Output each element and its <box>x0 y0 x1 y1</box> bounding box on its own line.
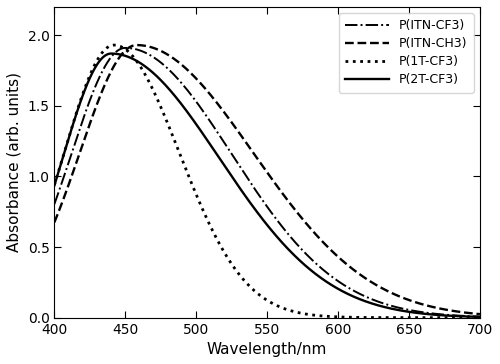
Line: P(2T-CF3): P(2T-CF3) <box>54 54 480 317</box>
P(2T-CF3) <box>73 112 79 117</box>
Line: P(ITN-CH3): P(ITN-CH3) <box>54 45 480 314</box>
P(ITN-CH3) <box>258 162 264 167</box>
P(2T-CF3) <box>258 215 264 220</box>
P(2T-CF3) <box>464 314 470 319</box>
P(2T-CF3) <box>465 314 471 319</box>
Legend: P(ITN-CF3), P(ITN-CH3), P(1T-CF3), P(2T-CF3): P(ITN-CF3), P(ITN-CH3), P(1T-CF3), P(2T-… <box>339 13 473 93</box>
Line: P(1T-CF3): P(1T-CF3) <box>54 45 480 318</box>
P(2T-CF3) <box>477 315 483 319</box>
P(1T-CF3) <box>386 316 392 320</box>
P(ITN-CF3) <box>386 303 392 308</box>
P(1T-CF3) <box>477 316 483 320</box>
P(2T-CF3) <box>52 183 58 187</box>
P(2T-CF3) <box>247 201 253 205</box>
P(1T-CF3) <box>258 294 264 299</box>
X-axis label: Wavelength/nm: Wavelength/nm <box>207 342 328 357</box>
P(ITN-CF3) <box>464 314 470 318</box>
P(1T-CF3) <box>247 285 253 289</box>
P(2T-CF3) <box>108 51 114 56</box>
P(ITN-CF3) <box>477 314 483 319</box>
P(ITN-CH3) <box>464 311 470 315</box>
P(ITN-CH3) <box>386 290 392 294</box>
P(ITN-CH3) <box>52 220 58 225</box>
P(ITN-CH3) <box>247 146 253 151</box>
P(ITN-CF3) <box>52 202 58 206</box>
P(1T-CF3) <box>111 43 117 47</box>
P(1T-CF3) <box>465 316 471 320</box>
P(ITN-CF3) <box>465 314 471 318</box>
P(ITN-CH3) <box>73 161 79 166</box>
P(1T-CF3) <box>464 316 470 320</box>
P(ITN-CH3) <box>465 311 471 315</box>
P(ITN-CF3) <box>247 180 253 185</box>
P(1T-CF3) <box>73 112 79 116</box>
P(ITN-CF3) <box>258 197 264 201</box>
Y-axis label: Absorbance (arb. units): Absorbance (arb. units) <box>7 72 22 252</box>
P(2T-CF3) <box>386 306 392 310</box>
P(1T-CF3) <box>52 183 58 187</box>
P(ITN-CF3) <box>73 138 79 142</box>
Line: P(ITN-CF3): P(ITN-CF3) <box>54 48 480 317</box>
P(ITN-CH3) <box>477 312 483 316</box>
P(ITN-CF3) <box>122 46 128 50</box>
P(ITN-CH3) <box>134 43 140 47</box>
